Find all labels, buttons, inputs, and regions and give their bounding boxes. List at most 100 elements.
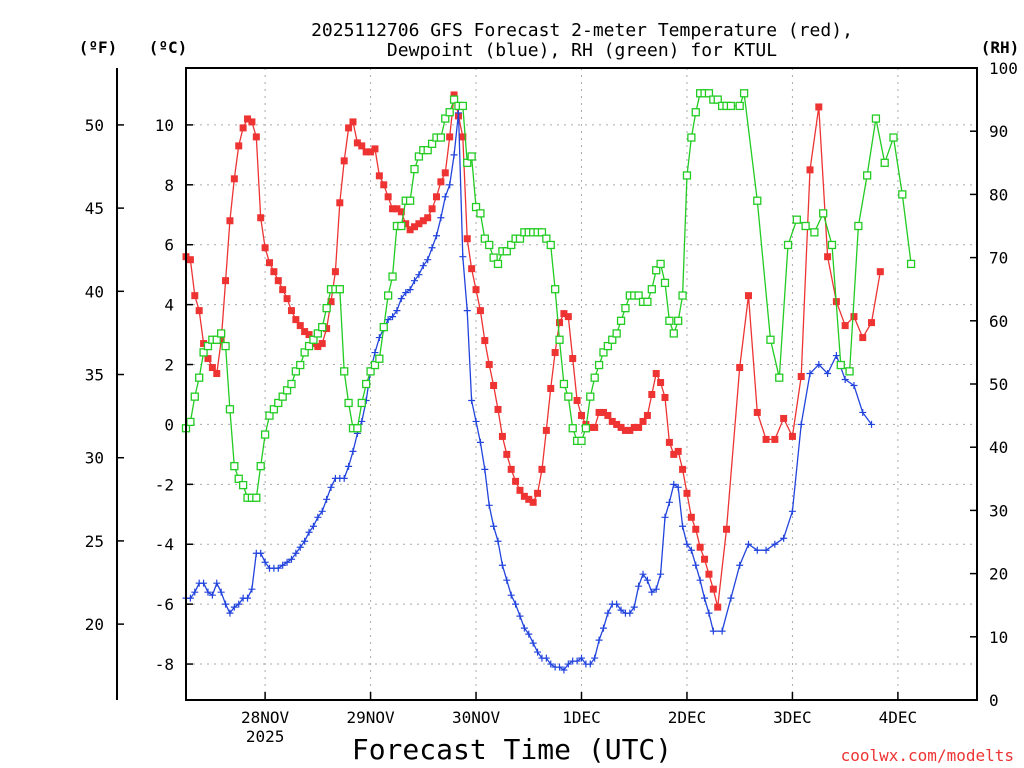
dewpoint-point — [718, 627, 726, 635]
dewpoint-point — [727, 594, 735, 602]
temperature-point — [771, 435, 779, 443]
temperature-point — [661, 393, 669, 401]
temperature-point — [578, 411, 585, 419]
temperature-point — [652, 370, 660, 378]
temperature-point — [424, 214, 432, 222]
temperature-point — [494, 405, 502, 413]
dewpoint-point — [340, 474, 348, 482]
temperature-point — [415, 220, 423, 228]
rh-point — [304, 341, 314, 351]
dewpoint-point — [296, 543, 304, 551]
dewpoint-point — [309, 522, 317, 530]
rh-point — [634, 291, 643, 300]
temperature-point — [762, 435, 770, 443]
dewpoint-point — [200, 579, 208, 587]
dewpoint-point — [428, 244, 436, 252]
temperature-point — [437, 178, 445, 186]
rh-point — [810, 228, 819, 237]
rh-point — [405, 196, 415, 205]
rh-point — [476, 209, 485, 218]
temperature-point — [490, 381, 498, 389]
dewpoint-point — [709, 627, 717, 635]
rh-point — [471, 202, 481, 212]
temperature-point — [850, 313, 858, 321]
credit-text: coolwx.com/modelts — [841, 746, 1014, 765]
dewpoint-point — [744, 540, 752, 548]
temperature-point — [314, 343, 322, 351]
rh-tick-label: 50 — [989, 375, 1008, 394]
rh-point — [287, 379, 296, 389]
dewpoint-point — [701, 594, 709, 602]
rh-point — [603, 341, 613, 351]
rh-point — [691, 108, 700, 117]
temperature-point — [595, 408, 603, 416]
temperature-point — [468, 265, 476, 273]
temperature-point — [331, 268, 339, 276]
c-tick-label: -8 — [155, 655, 174, 674]
rh-point — [515, 234, 525, 243]
dewpoint-point — [345, 462, 353, 470]
rh-point — [819, 209, 828, 218]
x-tick-label: 4DEC — [879, 708, 918, 727]
temperature-point — [323, 325, 331, 333]
x-tick-label: 2DEC — [668, 708, 707, 727]
rh-point — [423, 146, 432, 155]
temperature-point — [674, 447, 682, 455]
temperature-point — [503, 450, 511, 458]
temperature-point — [701, 555, 709, 563]
temperature-point — [753, 408, 761, 416]
dewpoint-point — [226, 609, 234, 617]
dewpoint-point — [459, 253, 467, 261]
dewpoint-point — [481, 465, 489, 473]
dewpoint-point — [490, 522, 498, 530]
dewpoint-point — [305, 528, 313, 536]
dewpoint-point — [841, 376, 849, 384]
temperature-point — [345, 124, 353, 132]
dewpoint-point — [639, 570, 647, 578]
temperature-point — [617, 423, 625, 431]
temperature-point — [283, 295, 291, 303]
temperature-point — [608, 417, 616, 425]
temperature-point — [371, 145, 379, 153]
dewpoint-point — [393, 307, 401, 315]
dewpoint-point — [485, 501, 493, 509]
series-group — [181, 89, 916, 674]
temperature-point — [630, 423, 638, 431]
dewpoint-point — [437, 214, 445, 222]
rh-point — [370, 360, 380, 370]
temperature-point — [208, 364, 216, 372]
dewpoint-point — [274, 564, 282, 572]
rh-point — [458, 101, 468, 111]
dewpoint-point — [525, 630, 533, 638]
dewpoint-point — [301, 537, 309, 545]
dewpoint-point — [578, 654, 585, 662]
temperature-point — [573, 396, 581, 404]
rh-point — [568, 424, 577, 433]
dewpoint-point — [248, 585, 256, 593]
temperature-point — [270, 268, 278, 276]
rh-point — [678, 291, 687, 300]
dewpoint-point — [573, 657, 581, 665]
rh-point — [880, 158, 889, 167]
rh-point — [388, 272, 397, 281]
rh-tick-label: 0 — [989, 691, 999, 710]
dewpoint-point — [512, 600, 520, 608]
temperature-point — [411, 223, 419, 231]
f-tick-label: 50 — [85, 116, 104, 135]
axis-rh-label: (RH) — [981, 38, 1020, 57]
rh-point — [590, 373, 599, 382]
rh-point — [906, 259, 916, 269]
c-tick-label: -6 — [155, 595, 174, 614]
rh-point — [827, 240, 837, 250]
rh-point — [485, 240, 494, 250]
dewpoint-point — [771, 540, 779, 548]
rh-point — [502, 247, 511, 256]
temperature-point — [788, 432, 796, 440]
dewpoint-point — [419, 262, 427, 270]
dewpoint-point — [661, 513, 669, 521]
rh-point — [493, 259, 503, 269]
dewpoint-point — [599, 624, 607, 632]
c-tick-label: 4 — [164, 296, 174, 315]
dewpoint-point — [670, 480, 678, 488]
rh-point — [353, 424, 362, 433]
